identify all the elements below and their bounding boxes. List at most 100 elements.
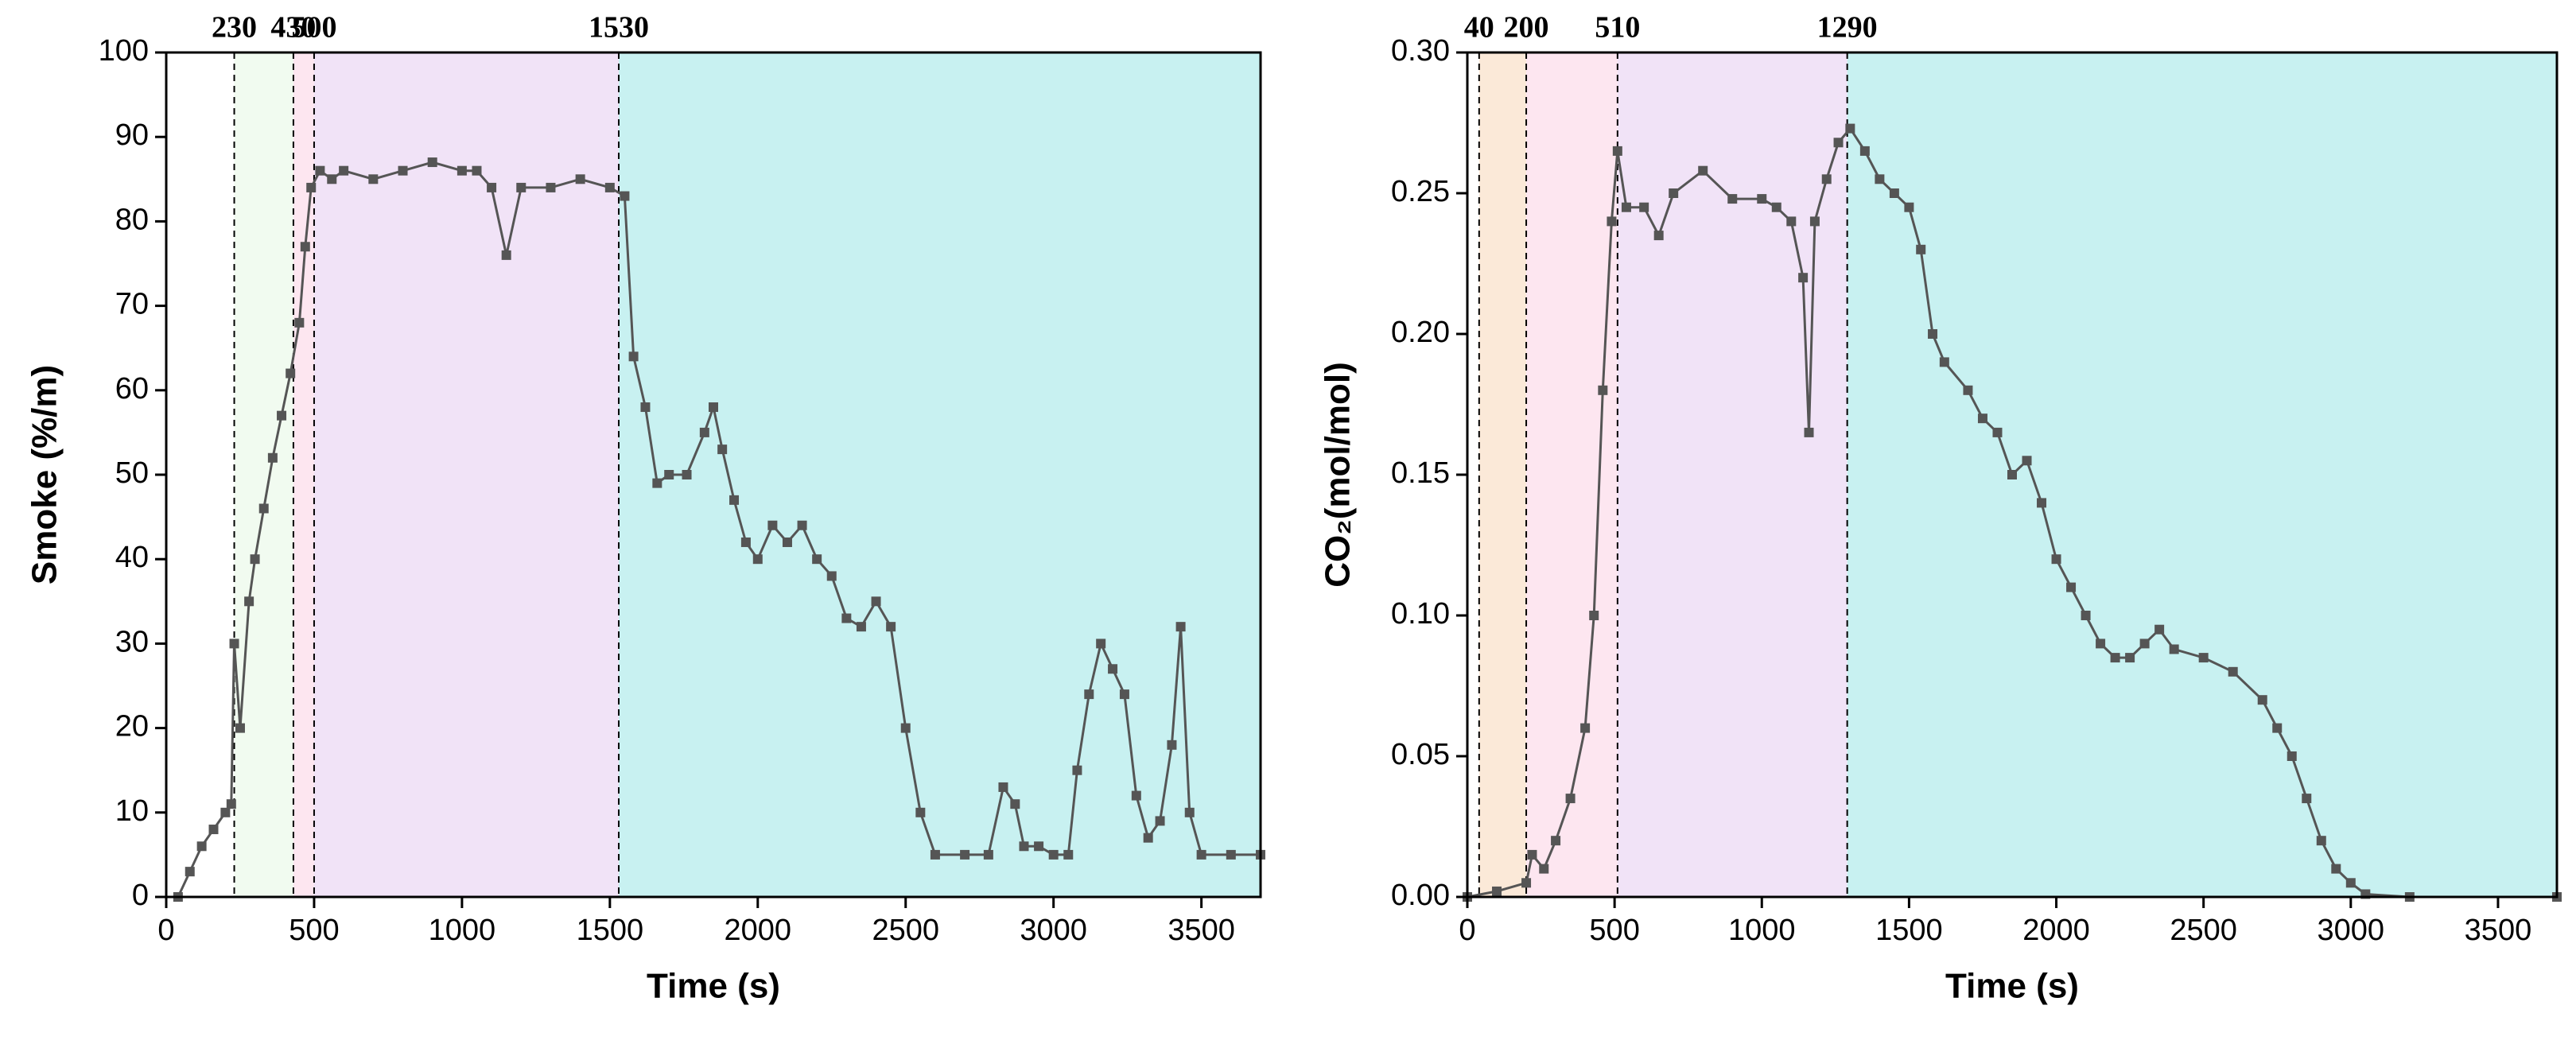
data-point xyxy=(258,503,269,514)
data-point xyxy=(250,554,260,565)
data-point xyxy=(1084,689,1094,700)
data-point xyxy=(1821,174,1832,184)
data-point xyxy=(2110,653,2120,663)
data-point xyxy=(277,410,287,421)
data-point xyxy=(752,554,763,565)
data-point xyxy=(306,182,317,192)
x-tick-label: 2500 xyxy=(872,914,939,947)
data-point xyxy=(1804,427,1814,437)
y-tick-label: 0.15 xyxy=(1391,456,1450,490)
data-point xyxy=(185,867,195,877)
x-tick-label: 1500 xyxy=(577,914,644,947)
data-point xyxy=(2345,878,2356,888)
data-point xyxy=(300,242,310,252)
x-tick-label: 3000 xyxy=(2318,914,2385,947)
data-point xyxy=(915,807,926,817)
data-point xyxy=(1034,841,1044,852)
data-point xyxy=(930,849,940,860)
y-axis-label: Smoke (%/m) xyxy=(25,365,64,584)
phase-region xyxy=(1526,52,1618,897)
y-tick-label: 0.10 xyxy=(1391,597,1450,631)
data-point xyxy=(1108,664,1118,674)
x-tick-label: 3000 xyxy=(1020,914,1087,947)
x-axis-label: Time (s) xyxy=(1945,967,2079,1006)
x-tick-label: 2000 xyxy=(725,914,792,947)
data-point xyxy=(1175,622,1186,632)
data-point xyxy=(286,368,296,378)
data-point xyxy=(501,250,511,260)
y-axis-label: CO₂(mol/mol) xyxy=(1319,362,1358,588)
data-point xyxy=(604,182,615,192)
data-point xyxy=(2272,723,2283,733)
data-point xyxy=(1859,146,1870,156)
x-axis-label: Time (s) xyxy=(647,967,780,1006)
data-point xyxy=(1621,202,1631,212)
phase-region xyxy=(1617,52,1847,897)
data-point xyxy=(327,174,337,184)
data-point xyxy=(620,191,630,201)
data-point xyxy=(1551,836,1561,846)
y-tick-label: 80 xyxy=(115,203,149,236)
data-point xyxy=(1653,231,1664,241)
phase-region xyxy=(313,52,619,897)
data-point xyxy=(1096,639,1106,649)
y-tick-label: 0.25 xyxy=(1391,175,1450,208)
data-point xyxy=(398,165,408,176)
data-point xyxy=(196,841,207,852)
data-point xyxy=(740,537,751,547)
phase-label: 230 xyxy=(212,11,257,45)
x-tick-label: 0 xyxy=(1459,914,1475,947)
data-point xyxy=(717,444,728,455)
data-point xyxy=(812,554,822,565)
data-point xyxy=(2302,794,2312,804)
data-point xyxy=(546,182,556,192)
data-point xyxy=(1143,833,1153,843)
data-point xyxy=(1771,202,1781,212)
phase-region xyxy=(166,52,235,897)
data-point xyxy=(1119,689,1129,700)
data-point xyxy=(244,596,254,607)
phase-label: 510 xyxy=(1595,11,1640,45)
data-point xyxy=(871,596,881,607)
data-point xyxy=(1698,165,1708,176)
data-point xyxy=(2007,470,2017,479)
data-point xyxy=(2198,653,2209,663)
data-point xyxy=(960,849,970,860)
y-tick-label: 0.30 xyxy=(1391,34,1450,68)
data-point xyxy=(472,165,482,176)
y-tick-label: 40 xyxy=(115,541,149,574)
data-point xyxy=(856,622,866,632)
y-tick-label: 30 xyxy=(115,625,149,658)
data-point xyxy=(1539,864,1549,874)
y-tick-label: 10 xyxy=(115,794,149,828)
y-tick-label: 0.20 xyxy=(1391,316,1450,349)
data-point xyxy=(1845,123,1855,134)
data-point xyxy=(229,639,239,649)
data-point xyxy=(729,495,740,505)
data-point xyxy=(2037,498,2047,508)
data-point xyxy=(368,174,379,184)
data-point xyxy=(652,478,662,488)
data-point xyxy=(1167,740,1177,750)
data-point xyxy=(1131,790,1141,801)
phase-label: 40 xyxy=(1464,11,1494,45)
data-point xyxy=(2316,836,2326,846)
data-point xyxy=(900,723,911,733)
data-point xyxy=(1155,816,1165,826)
data-point xyxy=(2096,639,2106,649)
data-point xyxy=(1639,202,1649,212)
y-tick-label: 100 xyxy=(99,34,149,68)
y-tick-label: 90 xyxy=(115,118,149,152)
data-point xyxy=(2051,554,2061,565)
phase-label: 500 xyxy=(291,11,336,45)
data-point xyxy=(267,452,278,463)
x-tick-label: 500 xyxy=(1589,914,1639,947)
data-point xyxy=(1833,138,1844,148)
data-point xyxy=(208,825,219,835)
data-point xyxy=(294,317,305,328)
data-point xyxy=(516,182,526,192)
x-tick-label: 3500 xyxy=(1168,914,1235,947)
data-point xyxy=(682,470,692,479)
phase-label: 430 xyxy=(270,11,316,45)
